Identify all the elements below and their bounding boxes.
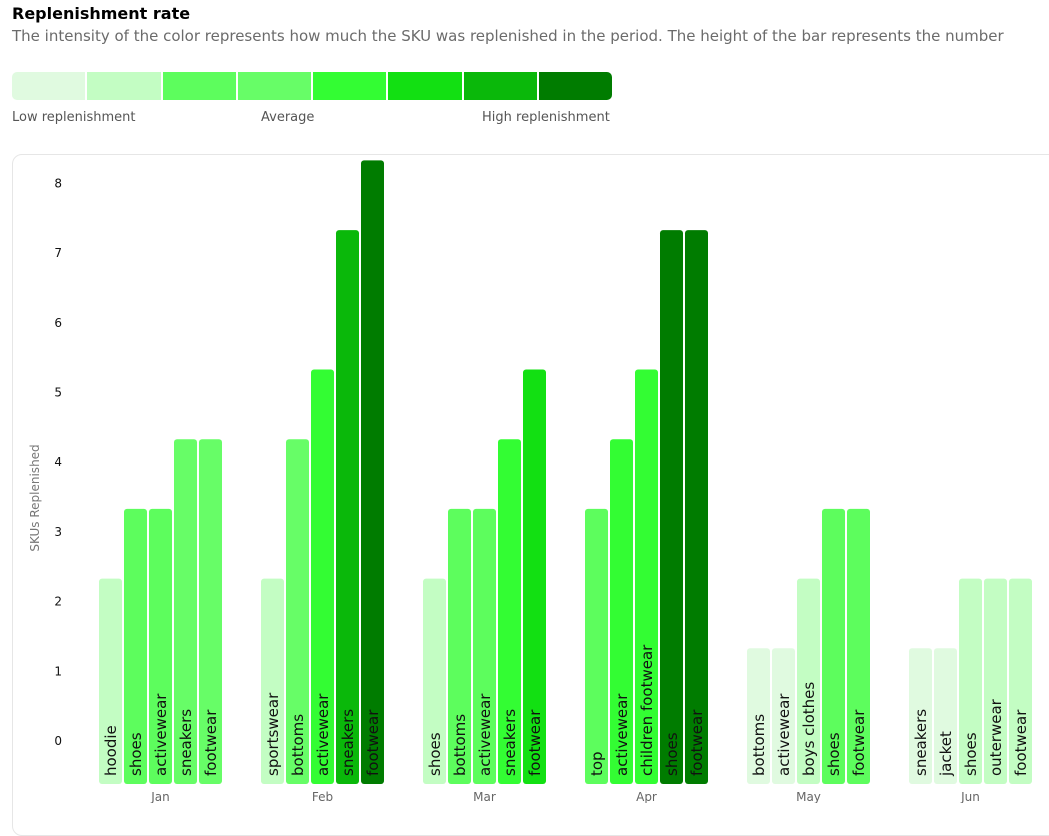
bar: [448, 508, 471, 784]
bar: [847, 508, 870, 784]
legend-swatch: [12, 72, 88, 100]
chart-subtitle: The intensity of the color represents ho…: [12, 27, 1004, 45]
bar-label: boys clothes: [800, 682, 818, 776]
y-tick-label: 6: [54, 316, 62, 330]
bar: [99, 578, 122, 784]
bar: [772, 648, 795, 784]
bar: [660, 230, 683, 785]
bar: [610, 439, 633, 784]
bar-label: activewear: [314, 693, 332, 776]
legend-swatch: [538, 72, 612, 100]
bar-label: bottoms: [750, 714, 768, 776]
y-tick-label: 5: [54, 386, 62, 400]
bar-label: sneakers: [339, 709, 357, 776]
bar: [747, 648, 770, 784]
bar-label: activewear: [476, 693, 494, 776]
bar: [934, 648, 957, 784]
legend-average-label: Average: [261, 110, 315, 125]
y-axis-title: SKUs Replenished: [28, 444, 42, 551]
x-tick-label: Apr: [636, 790, 657, 803]
bar: [174, 439, 197, 784]
legend-swatch: [237, 72, 313, 100]
bar-label: top: [588, 751, 606, 776]
bar: [336, 230, 359, 785]
bar-label: sneakers: [177, 709, 195, 776]
chart-title: Replenishment rate: [12, 4, 191, 23]
bar-label: footwear: [364, 709, 382, 776]
bar-label: children footwear: [638, 644, 656, 776]
bar: [311, 369, 334, 784]
y-tick-label: 8: [54, 176, 62, 190]
bar-label: shoes: [825, 732, 843, 776]
y-tick-label: 2: [54, 595, 62, 609]
bar: [1009, 578, 1032, 784]
bar-label: bottoms: [289, 714, 307, 776]
y-tick-label: 0: [54, 734, 62, 748]
bar-label: activewear: [152, 693, 170, 776]
color-legend-scale: [12, 72, 612, 100]
x-tick-label: Jan: [150, 790, 170, 803]
bar-label: footwear: [850, 709, 868, 776]
bar-label: activewear: [775, 693, 793, 776]
bar: [498, 439, 521, 784]
bar: [124, 508, 147, 784]
x-tick-label: Mar: [473, 790, 496, 803]
bar: [473, 508, 496, 784]
bar: [361, 160, 384, 784]
bar-label: sneakers: [501, 709, 519, 776]
y-tick-label: 4: [54, 455, 62, 469]
bar: [261, 578, 284, 784]
bar: [523, 369, 546, 784]
bar: [635, 369, 658, 784]
x-tick-label: Feb: [312, 790, 333, 803]
bar: [585, 508, 608, 784]
legend-swatch: [313, 72, 389, 100]
bar-label: jacket: [937, 731, 955, 777]
bar-label: footwear: [526, 709, 544, 776]
bar-label: shoes: [127, 732, 145, 776]
bar-label: bottoms: [451, 714, 469, 776]
bar: [797, 578, 820, 784]
bar: [423, 578, 446, 784]
legend-swatch: [87, 72, 163, 100]
legend-high-label: High replenishment: [482, 110, 610, 125]
legend-low-label: Low replenishment: [12, 110, 136, 125]
bar: [149, 508, 172, 784]
x-tick-label: May: [796, 790, 821, 803]
bar-label: shoes: [426, 732, 444, 776]
bar-label: footwear: [1012, 709, 1030, 776]
bar-label: footwear: [202, 709, 220, 776]
x-tick-label: Jun: [960, 790, 980, 803]
bar-label: outerwear: [987, 698, 1005, 776]
bar-chart: 0 1 2 3 4 5 6 7 8 SKUs Replenished hoodie shoes acti…: [28, 160, 1032, 803]
y-tick-label: 3: [54, 525, 62, 539]
bar-label: sportswear: [264, 692, 282, 776]
bar-label: hoodie: [102, 725, 120, 776]
bar: [984, 578, 1007, 784]
y-tick-label: 1: [54, 664, 62, 678]
bar-label: activewear: [613, 693, 631, 776]
bar-label: shoes: [663, 732, 681, 776]
bar: [822, 508, 845, 784]
legend-swatch: [162, 72, 238, 100]
legend-swatch: [463, 72, 539, 100]
y-tick-label: 7: [54, 246, 62, 260]
bar: [286, 439, 309, 784]
bar: [959, 578, 982, 784]
bar: [199, 439, 222, 784]
bar-label: shoes: [962, 732, 980, 776]
bar-label: footwear: [688, 709, 706, 776]
bar: [909, 648, 932, 784]
legend-swatch: [388, 72, 464, 100]
bar-label: sneakers: [912, 709, 930, 776]
bar: [685, 230, 708, 785]
